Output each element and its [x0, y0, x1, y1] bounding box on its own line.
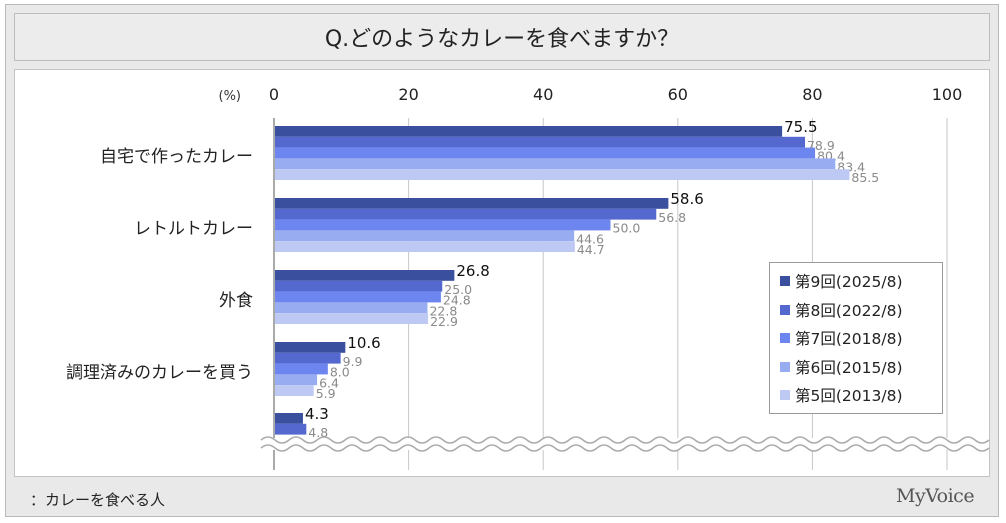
legend: 第9回(2025/8) 第8回(2022/8) 第7回(2018/8) 第6回(201…: [769, 262, 943, 414]
value-label: 85.5: [851, 170, 879, 185]
legend-swatch: [780, 333, 790, 344]
value-label: 44.6: [576, 231, 604, 246]
value-label: 4.8: [308, 425, 328, 440]
category-label: レトルトカレー: [134, 219, 253, 239]
x-tick-label: 0: [269, 85, 279, 104]
bar-chart: 0 20 40 60 80 100(%)自宅で作ったカレー75.578.980.483.4…: [66, 85, 990, 470]
value-label: 75.5: [784, 118, 817, 136]
bar: [275, 385, 314, 396]
bar: [275, 363, 328, 375]
bar: [275, 147, 816, 159]
footnote: ：カレーを食べる人: [30, 491, 166, 509]
legend-item: 第8回(2022/8): [780, 296, 942, 325]
axis-break-mask: [261, 438, 973, 450]
bar: [275, 126, 783, 137]
value-label: 22.9: [430, 314, 458, 329]
category-label: 自宅で作ったカレー: [100, 147, 253, 167]
bar: [275, 413, 303, 424]
x-tick-label: 60: [668, 85, 688, 104]
brand-logo: MyVoice: [896, 485, 975, 507]
legend-label: 第9回(2025/8): [795, 273, 903, 292]
category-label: 調理済みのカレーを買う: [66, 363, 253, 383]
axis-break-wave: [260, 436, 990, 444]
x-tick-label: 80: [802, 85, 822, 104]
bar: [275, 230, 575, 242]
bar: [275, 374, 318, 386]
value-label: 44.7: [577, 242, 605, 257]
value-label: 26.8: [456, 262, 489, 280]
bar: [275, 302, 428, 314]
legend-label: 第8回(2022/8): [795, 301, 903, 320]
legend-swatch: [780, 390, 790, 401]
x-tick-label: 20: [398, 85, 418, 104]
value-label: 50.0: [613, 221, 641, 236]
value-label: 4.3: [305, 405, 329, 423]
bar: [275, 423, 307, 435]
value-label: 9.9: [343, 354, 363, 369]
x-tick-label: 40: [533, 85, 553, 104]
value-label: 10.6: [347, 334, 380, 352]
value-label: 6.4: [319, 375, 339, 390]
bar: [275, 241, 575, 252]
bar: [275, 158, 836, 170]
chart-frame: Q.どのようなカレーを食べますか？ 0 20 40 60 80 100 (%) 自宅で作ったカ…: [5, 4, 999, 517]
category-label: 外食: [219, 291, 253, 311]
bar: [275, 208, 657, 220]
value-label: 5.9: [316, 386, 336, 401]
bar: [275, 291, 441, 303]
legend-item: 第6回(2015/8): [780, 353, 942, 382]
unit-label: (%): [219, 89, 242, 104]
value-label: 58.6: [670, 190, 703, 208]
x-tick-label: 100: [932, 85, 963, 104]
bar: [275, 198, 669, 209]
legend-label: 第6回(2015/8): [795, 358, 903, 377]
bar: [275, 352, 341, 364]
legend-swatch: [780, 304, 790, 315]
legend-item: 第5回(2013/8): [780, 381, 942, 410]
axis-break-wave: [260, 444, 990, 452]
chart-title: Q.どのようなカレーを食べますか？: [14, 13, 990, 61]
legend-item: 第7回(2018/8): [780, 324, 942, 353]
legend-label: 第5回(2013/8): [795, 387, 903, 406]
bar: [275, 270, 455, 281]
value-label: 22.8: [429, 303, 457, 318]
legend-swatch: [780, 276, 790, 287]
legend-swatch: [780, 361, 790, 372]
bar: [275, 136, 805, 148]
legend-label: 第7回(2018/8): [795, 330, 903, 349]
value-label: 24.8: [443, 293, 471, 308]
bar: [275, 342, 346, 353]
bar: [275, 169, 850, 180]
bar: [275, 280, 443, 292]
value-label: 8.0: [330, 365, 350, 380]
value-label: 25.0: [444, 282, 472, 297]
bar: [275, 219, 611, 231]
legend-item: 第9回(2025/8): [780, 267, 942, 296]
bar: [275, 313, 429, 324]
value-label: 56.8: [658, 210, 686, 225]
